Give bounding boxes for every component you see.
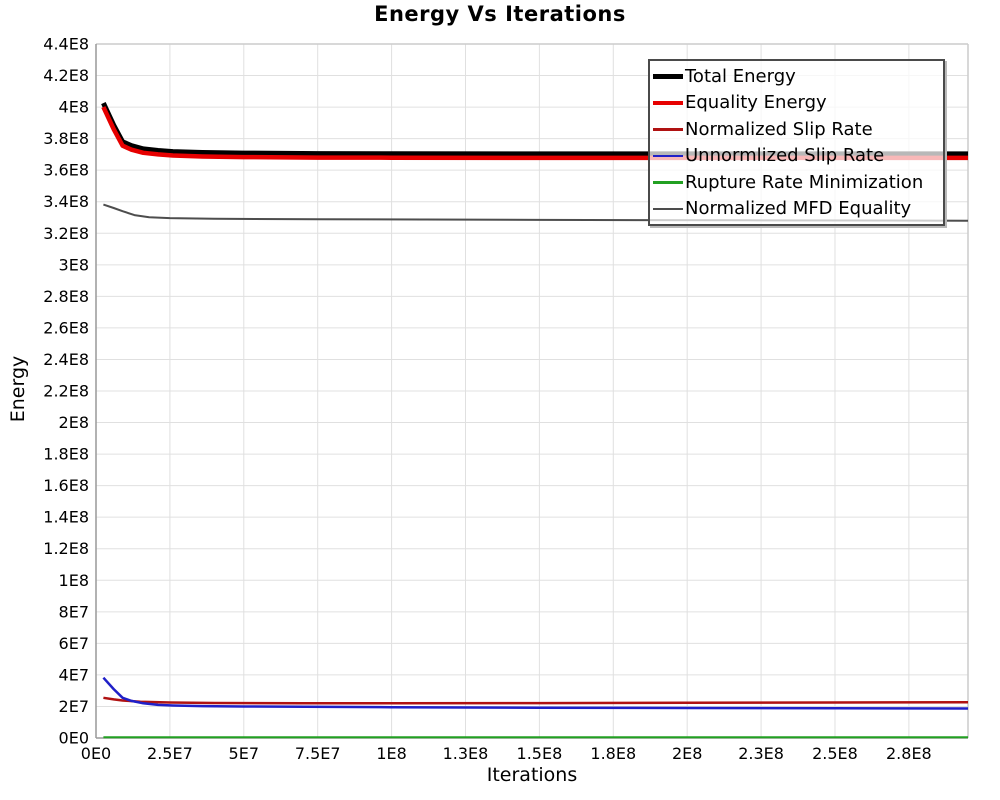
y-tick-label: 3.8E8 <box>43 129 89 148</box>
legend-row: Normalized MFD Equality <box>653 196 943 223</box>
legend-row: Rupture Rate Minimization <box>653 169 943 196</box>
y-tick-label: 4.2E8 <box>43 66 89 85</box>
series-line <box>103 696 969 705</box>
y-tick-label: 1E8 <box>59 571 89 590</box>
y-tick-label: 8E7 <box>59 602 89 621</box>
legend-row: Total Energy <box>653 63 943 90</box>
legend-label: Rupture Rate Minimization <box>685 171 924 193</box>
legend-row: Unnormlized Slip Rate <box>653 143 943 170</box>
y-tick-label: 4.4E8 <box>43 35 89 54</box>
y-tick-label: 1.2E8 <box>43 539 89 558</box>
legend-swatch-line <box>653 100 683 105</box>
y-tick-label: 0E0 <box>59 729 89 748</box>
x-tick-label: 2E8 <box>672 744 702 763</box>
x-tick-label: 5E7 <box>229 744 259 763</box>
chart-title: Energy Vs Iterations <box>374 2 626 26</box>
x-tick-label: 2.3E8 <box>738 744 784 763</box>
x-tick-label: 2.5E8 <box>812 744 858 763</box>
legend-label: Equality Energy <box>685 92 827 114</box>
x-tick-label: 7.5E7 <box>295 744 341 763</box>
y-tick-label: 3.4E8 <box>43 192 89 211</box>
x-tick-label: 2.8E8 <box>886 744 932 763</box>
x-tick-label: 0E0 <box>81 744 111 763</box>
y-tick-label: 1.6E8 <box>43 476 89 495</box>
series-line <box>101 106 968 161</box>
y-tick-label: 3E8 <box>59 255 89 274</box>
legend-swatch-line <box>653 154 683 157</box>
y-tick-label: 6E7 <box>59 634 89 653</box>
legend-row: Normalized Slip Rate <box>653 116 943 143</box>
x-axis-label: Iterations <box>486 764 578 786</box>
x-tick-label: 1.8E8 <box>590 744 636 763</box>
y-tick-label: 3.2E8 <box>43 224 89 243</box>
y-tick-label: 1.4E8 <box>43 508 89 527</box>
x-tick-label: 1.5E8 <box>517 744 563 763</box>
series-line <box>103 203 969 222</box>
legend-swatch-line <box>653 74 683 79</box>
x-tick-label: 1.3E8 <box>443 744 489 763</box>
legend-label: Total Energy <box>685 65 796 87</box>
y-tick-label: 2.8E8 <box>43 287 89 306</box>
y-tick-label: 3.6E8 <box>43 161 89 180</box>
y-tick-label: 1.8E8 <box>43 445 89 464</box>
legend-swatch-line <box>653 181 683 184</box>
y-tick-label: 2.6E8 <box>43 318 89 337</box>
x-tick-label: 2.5E7 <box>147 744 193 763</box>
legend-label: Unnormlized Slip Rate <box>685 145 885 167</box>
y-tick-label: 2.2E8 <box>43 382 89 401</box>
series-line <box>102 676 969 710</box>
legend-row: Equality Energy <box>653 90 943 117</box>
legend: Total Energy Equality Energy Normalized Sl… <box>648 59 945 226</box>
series-line <box>101 102 968 157</box>
x-tick-label: 1E8 <box>376 744 406 763</box>
y-tick-label: 4E7 <box>59 665 89 684</box>
y-tick-label: 2.4E8 <box>43 350 89 369</box>
y-tick-label: 2E7 <box>59 697 89 716</box>
legend-label: Normalized MFD Equality <box>685 198 912 220</box>
legend-swatch-line <box>653 128 683 131</box>
legend-swatch-line <box>653 207 683 210</box>
y-tick-label: 2E8 <box>59 413 89 432</box>
y-tick-label: 4E8 <box>59 98 89 117</box>
legend-label: Normalized Slip Rate <box>685 118 873 140</box>
